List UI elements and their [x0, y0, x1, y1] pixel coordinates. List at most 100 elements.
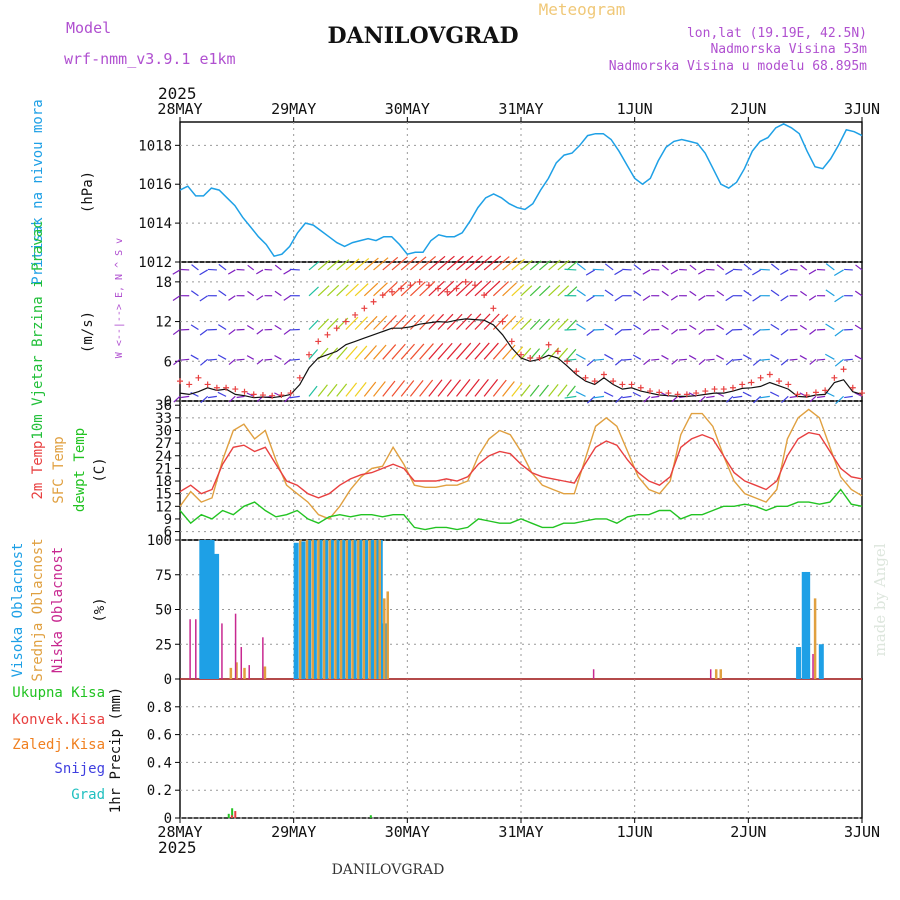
wind-barb: [538, 384, 549, 397]
wind-barb: [456, 379, 471, 397]
wind-barb: [825, 263, 835, 271]
wind-barb: [437, 342, 453, 360]
wind-barb: [382, 344, 397, 360]
wind-barb: [759, 395, 770, 399]
wind-barb: [172, 295, 181, 301]
wind-barb: [247, 264, 255, 271]
watermark: made by Angel: [871, 543, 889, 656]
x-tick-label-bottom: 1JUN: [617, 823, 653, 841]
gust-marker: [361, 305, 368, 312]
gust-marker: [729, 384, 736, 391]
wind-barb: [456, 280, 473, 297]
wind-barb: [502, 282, 517, 297]
gust-marker: [306, 351, 313, 358]
wind-barb: [283, 295, 291, 301]
gust-marker: [647, 388, 654, 395]
wind-barb: [465, 378, 480, 397]
wind-barb: [548, 318, 560, 330]
wind-barb: [428, 379, 443, 397]
wind-barb: [614, 329, 623, 336]
wind-barb: [615, 395, 623, 403]
wind-barb: [834, 295, 844, 303]
wind-barb: [207, 395, 217, 399]
wind-barb: [566, 286, 578, 297]
wind-barb: [502, 257, 518, 271]
wind-barb: [465, 255, 483, 271]
wind-barb: [190, 290, 199, 297]
cloud-bar: [818, 644, 824, 679]
wind-barb: [363, 381, 377, 397]
wind-barb: [400, 314, 416, 330]
wind-barb: [283, 329, 291, 335]
wind-barb: [274, 354, 282, 360]
wind-barb: [557, 384, 568, 397]
wind-barb: [643, 358, 651, 366]
gust-marker: [287, 390, 294, 397]
cloud-bar: [351, 540, 357, 679]
wind-barb: [780, 269, 789, 276]
gust-marker: [610, 378, 617, 385]
wind-barb: [382, 380, 396, 397]
wind-barb: [308, 385, 318, 397]
wind-barb: [199, 269, 208, 276]
wind-barb: [564, 358, 577, 361]
y-tick-label: 0.8: [147, 700, 172, 716]
wind-barb: [725, 269, 734, 275]
cloud-bar: [362, 540, 366, 679]
wind-barb: [382, 281, 398, 297]
gust-marker: [398, 285, 405, 292]
wind-barb: [789, 395, 798, 399]
wind-barb: [345, 283, 359, 297]
precip-unit: 1hr Precip (mm): [108, 687, 124, 813]
gust-marker: [794, 391, 801, 398]
gust-marker: [665, 390, 672, 397]
cloud-bar: [263, 666, 267, 679]
wind-barb: [419, 343, 434, 360]
wind-barb: [382, 315, 397, 330]
wind-barb: [808, 295, 817, 301]
precip-legend-3: Zaledj.Kisa: [12, 737, 105, 753]
cloud-bar: [323, 540, 329, 679]
gust-marker: [186, 381, 193, 388]
cloud-bar: [243, 667, 246, 679]
gust-marker: [536, 354, 543, 361]
gust-marker: [241, 388, 248, 395]
wind-barb: [548, 347, 560, 360]
wind-barb: [373, 315, 388, 330]
cloud-bar: [363, 540, 369, 679]
precip-bar: [369, 815, 372, 818]
wind-barb: [592, 358, 605, 361]
wind-barb: [548, 284, 561, 297]
wind-barb: [502, 315, 517, 330]
wind-barb: [264, 358, 273, 361]
gust-marker: [859, 390, 865, 397]
precip-bar: [230, 815, 233, 818]
wind-barb: [419, 314, 435, 330]
wind-barb: [428, 343, 444, 360]
gust-marker: [591, 378, 598, 385]
footer-title: DANILOVGRAD: [332, 862, 445, 878]
wind-barb: [732, 358, 743, 361]
wind-barb: [614, 269, 623, 276]
wind-barb: [809, 395, 817, 403]
wind-barb: [336, 346, 348, 360]
wind-barb: [354, 382, 367, 397]
wind-barb: [483, 280, 501, 297]
temp-unit: (C): [92, 457, 108, 482]
wind-barb: [800, 290, 808, 297]
gust-marker: [444, 288, 451, 295]
wind-barb: [283, 358, 291, 365]
wind-barb: [520, 318, 532, 330]
wind-barb: [345, 345, 358, 360]
wind-barb: [688, 354, 697, 360]
gust-marker: [849, 384, 856, 391]
wind-barb: [800, 264, 808, 271]
wind-barb: [689, 324, 697, 331]
wind-barb: [770, 289, 780, 297]
wind-barb: [391, 256, 408, 271]
wind-barb: [633, 290, 642, 297]
wind-barb: [520, 259, 533, 271]
wind-barb: [651, 395, 660, 399]
x-tick-label-bottom: 29MAY: [271, 823, 316, 841]
wind-barb: [228, 358, 236, 365]
